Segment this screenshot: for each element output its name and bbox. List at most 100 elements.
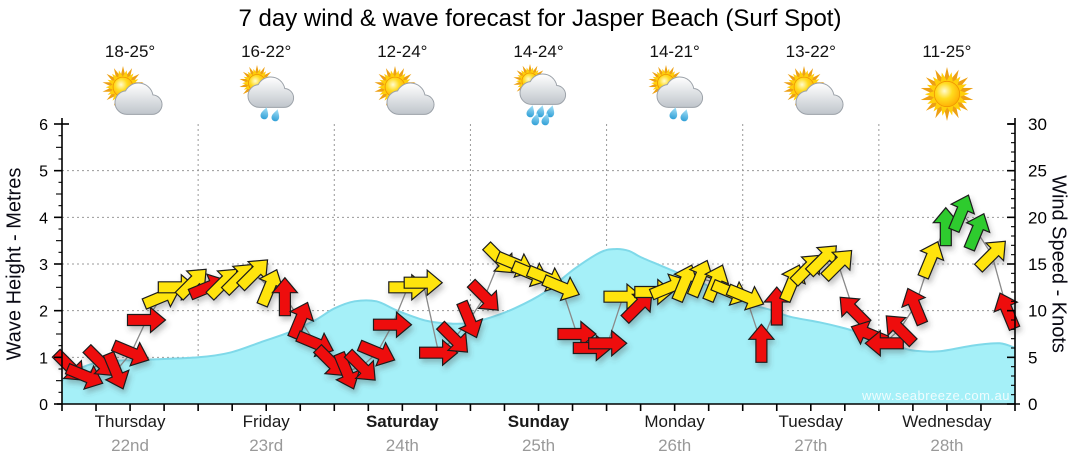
raindrop (271, 109, 280, 122)
weather-icon-sun-cloud (65, 63, 195, 127)
raindrop (680, 109, 688, 122)
wind-tick-label: 15 (1028, 255, 1047, 274)
wind-arrow (588, 329, 628, 358)
day-name: Saturday (365, 412, 439, 431)
day-label-monday: Monday 26th (607, 412, 743, 456)
wind-arrow (466, 278, 499, 311)
temperature-range: 16-22° (241, 42, 292, 61)
day-header-saturday: 12-24° (337, 42, 467, 127)
wind-arrow (620, 291, 653, 325)
wind-arrow (917, 240, 945, 280)
wave-tick-label: 1 (39, 350, 48, 367)
day-name: Thursday (94, 412, 166, 431)
temperature-range: 14-24° (513, 42, 564, 61)
raindrop (526, 105, 534, 118)
sun-cloud-icon (102, 66, 163, 115)
wind-arrow (725, 283, 765, 311)
day-name: Tuesday (778, 412, 844, 431)
watermark: www.seabreeze.com.au (861, 388, 1010, 403)
wind-arrow (110, 339, 150, 367)
raindrop (260, 107, 269, 120)
day-date: 24th (385, 436, 419, 455)
wind-arrow (901, 287, 929, 327)
day-date: 22nd (111, 436, 149, 455)
page-title: 7 day wind & wave forecast for Jasper Be… (238, 5, 842, 32)
wind-tick-label: 20 (1028, 208, 1047, 227)
wind-arrow (64, 362, 104, 391)
cloud (386, 82, 435, 115)
day-name: Sunday (507, 412, 570, 431)
wave-tick-label: 4 (39, 210, 48, 227)
temperature-range: 12-24° (377, 42, 428, 61)
wind-arrow (419, 338, 459, 367)
wave-axis-title: Wave Height - Metres (3, 167, 26, 361)
day-label-sunday: Sunday 25th (471, 412, 607, 456)
sunny-icon (920, 67, 974, 121)
wind-tick-label: 10 (1028, 302, 1047, 321)
wind-arrow (356, 339, 396, 367)
wind-arrow (885, 315, 918, 348)
wind-arrow (256, 268, 284, 308)
day-label-thursday: Thursday 22nd (62, 412, 198, 456)
wave-height-area (62, 249, 1015, 404)
wind-arrows-group (51, 194, 1021, 391)
raindrop (669, 107, 677, 120)
wind-arrow (747, 323, 776, 363)
day-header-tuesday: 13-22° (746, 42, 876, 127)
weather-icon-sun-cloud-showers (474, 63, 604, 127)
wave-tick-label: 5 (39, 164, 48, 181)
day-name: Friday (242, 412, 290, 431)
wind-tick-label: 30 (1028, 115, 1047, 134)
sun-cloud-icon (783, 66, 844, 115)
day-date: 28th (930, 436, 964, 455)
day-header-sunday: 14-24° (474, 42, 604, 127)
wind-arrow (102, 350, 130, 390)
raindrop (541, 113, 549, 126)
temperature-range: 18-25° (104, 42, 156, 61)
day-header-friday: 16-22° (201, 42, 331, 127)
day-name: Wednesday (902, 412, 992, 431)
wind-arrow (174, 268, 207, 301)
day-label-saturday: Saturday 24th (334, 412, 470, 456)
day-date: 25th (521, 436, 556, 455)
wind-arrow (333, 350, 361, 390)
day-header-wednesday: 11-25° (882, 42, 1012, 127)
temperature-range: 13-22° (785, 42, 836, 61)
cloud (795, 82, 844, 115)
day-date: 27th (794, 436, 828, 455)
cloud (656, 76, 703, 108)
sun-cloud-rain-icon (648, 65, 703, 122)
cloud (114, 82, 163, 115)
wind-arrow (993, 292, 1021, 332)
raindrop (546, 105, 554, 118)
raindrop (536, 105, 544, 118)
sun-cloud-rain-icon (239, 65, 295, 122)
wind-arrow (435, 320, 469, 353)
wind-arrow (686, 259, 714, 299)
wind-arrow (864, 329, 904, 358)
wind-arrow (948, 194, 976, 234)
day-label-tuesday: Tuesday 27th (743, 412, 879, 456)
day-label-wednesday: Wednesday 28th (879, 412, 1015, 456)
day-date: 23rd (249, 436, 284, 455)
wind-axis-title: Wind Speed - Knots (1047, 175, 1070, 353)
weather-icon-sun-cloud (746, 63, 876, 127)
wind-arrow (456, 299, 484, 339)
temperature-range: 14-21° (649, 42, 700, 61)
weather-icon-sun-cloud-rain (610, 63, 740, 127)
weather-icon-sun-cloud-rain (201, 63, 331, 127)
wind-tick-label: 0 (1028, 395, 1037, 414)
wave-tick-label: 6 (39, 117, 48, 134)
raindrop (531, 113, 539, 126)
wave-tick-label: 3 (39, 257, 48, 274)
wind-arrow (372, 310, 413, 339)
cloud (519, 73, 566, 105)
temperature-range: 11-25° (922, 42, 972, 61)
day-header-thursday: 18-25° (65, 42, 195, 127)
wind-tick-label: 5 (1028, 348, 1037, 367)
wind-arrow (820, 249, 853, 283)
wind-arrow (235, 259, 269, 292)
wind-arrow (963, 212, 991, 252)
